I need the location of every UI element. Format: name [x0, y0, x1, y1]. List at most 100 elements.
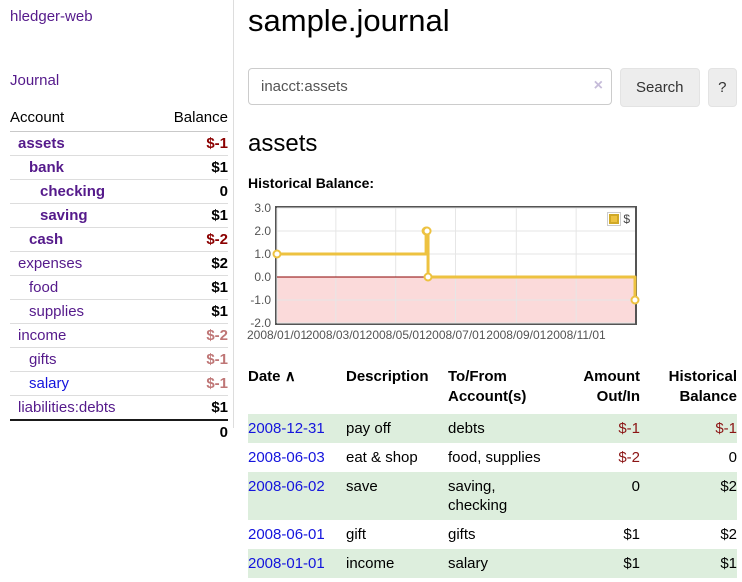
account-balance-cell: 0 — [219, 183, 228, 200]
account-link-assets[interactable]: assets — [18, 135, 65, 152]
amount-cell: $1 — [623, 526, 640, 543]
chart-canvas — [272, 207, 640, 324]
chart-legend: $ — [605, 211, 632, 227]
balance-column-header: Balance — [173, 109, 228, 126]
account-name-cell: bank — [10, 156, 154, 180]
account-balance-cell: $1 — [211, 303, 228, 320]
transaction-date-link[interactable]: 2008-06-03 — [248, 449, 325, 466]
chart-x-tick: 2008/05/01 — [365, 328, 426, 342]
account-name-cell: food — [10, 276, 154, 300]
date-cell: 2008-01-01 — [248, 549, 346, 578]
search-input[interactable] — [248, 68, 612, 105]
account-row: saving $1 — [10, 203, 228, 228]
description-cell: gift — [346, 526, 367, 543]
column-header-amount: Amount Out/In — [583, 368, 640, 405]
transaction-date-link[interactable]: 2008-06-02 — [248, 478, 325, 495]
date-cell: 2008-06-01 — [248, 520, 346, 549]
accounts-total-row: 0 — [10, 420, 228, 444]
register-row: 2008-06-03 eat & shop food, supplies $-2 0 — [248, 443, 737, 472]
account-link-food[interactable]: food — [29, 279, 59, 296]
column-header-date[interactable]: Date ∧ — [248, 367, 346, 414]
account-column-header: Account — [10, 109, 65, 126]
transaction-date-link[interactable]: 2008-01-01 — [248, 555, 325, 572]
account-row: expenses $2 — [10, 251, 228, 276]
main-content: sample.journal × Search ? assets Histori… — [247, 0, 737, 578]
account-balance-cell: $1 — [211, 159, 228, 176]
account-name-cell: liabilities:debts — [10, 396, 154, 421]
account-link-gifts[interactable]: gifts — [29, 351, 57, 368]
account-name-cell: supplies — [10, 300, 154, 324]
register-row: 2008-06-01 gift gifts $1 $2 — [248, 520, 737, 549]
column-header-description: Description — [346, 368, 429, 385]
search-button[interactable]: Search — [620, 68, 700, 107]
sidebar-item-journal[interactable]: Journal — [10, 72, 60, 89]
balance-cell: $2 — [720, 526, 737, 543]
account-link-liabilities-debts[interactable]: liabilities:debts — [18, 399, 116, 416]
balance-cell: $-1 — [715, 420, 737, 437]
account-balance-cell: $-1 — [206, 351, 228, 368]
account-link-income[interactable]: income — [18, 327, 67, 344]
help-button[interactable]: ? — [707, 68, 737, 107]
account-link-supplies[interactable]: supplies — [29, 303, 85, 320]
account-name-cell: saving — [10, 204, 154, 228]
account-row: cash $-2 — [10, 227, 228, 252]
accounts-cell: salary — [448, 555, 489, 572]
account-row: bank $1 — [10, 155, 228, 180]
account-link-saving[interactable]: saving — [40, 207, 88, 224]
account-balance-cell: $-2 — [206, 327, 228, 344]
account-name-cell: gifts — [10, 348, 154, 372]
transaction-date-link[interactable]: 2008-06-01 — [248, 526, 325, 543]
sidebar: hledger-web Journal Account Balance asse… — [0, 0, 242, 444]
amount-cell: 0 — [631, 478, 640, 495]
chart-y-tick: 2.0 — [254, 224, 271, 238]
accounts-table: Account Balance assets $-1 bank $1 checking 0… — [10, 106, 228, 444]
clear-search-icon[interactable]: × — [593, 77, 603, 94]
description-cell: eat & shop — [346, 449, 418, 466]
account-name-cell: expenses — [10, 252, 154, 276]
account-name-cell: assets — [10, 132, 154, 156]
accounts-cell: food, supplies — [448, 449, 541, 466]
brand-link[interactable]: hledger-web — [10, 8, 93, 25]
account-balance-cell: $-1 — [206, 135, 228, 152]
account-name-cell: checking — [10, 180, 154, 204]
account-row: liabilities:debts $1 — [10, 395, 228, 421]
accounts-total-spacer — [10, 420, 154, 444]
chart-y-tick: 3.0 — [254, 201, 271, 215]
account-name-cell: cash — [10, 228, 154, 252]
account-name-cell: income — [10, 324, 154, 348]
historical-balance-chart: $ 3.0 2.0 1.0 0.0 -1.0 -2.0 2008/01/01 2008/03/… — [247, 201, 737, 346]
date-cell: 2008-12-31 — [248, 414, 346, 443]
account-name-cell: salary — [10, 372, 154, 396]
account-row: supplies $1 — [10, 299, 228, 324]
amount-cell: $1 — [623, 555, 640, 572]
balance-cell: $2 — [720, 478, 737, 495]
account-row: income $-2 — [10, 323, 228, 348]
search-box: × — [248, 68, 612, 107]
account-link-cash[interactable]: cash — [29, 231, 64, 248]
account-balance-cell: $2 — [211, 255, 228, 272]
description-cell: pay off — [346, 420, 391, 437]
account-row: gifts $-1 — [10, 347, 228, 372]
chart-x-tick: 2008/07/01 — [425, 328, 486, 342]
account-link-salary[interactable]: salary — [29, 375, 70, 392]
register-row: 2008-01-01 income salary $1 $1 — [248, 549, 737, 578]
legend-label: $ — [623, 212, 630, 226]
account-balance-cell: $1 — [211, 279, 228, 296]
amount-cell: $-1 — [618, 420, 640, 437]
sort-ascending-icon: ∧ — [284, 368, 296, 385]
register-row: 2008-12-31 pay off debts $-1 $-1 — [248, 414, 737, 443]
chart-y-tick: -2.0 — [250, 316, 271, 330]
accounts-total-value: 0 — [219, 424, 228, 441]
account-link-expenses[interactable]: expenses — [18, 255, 83, 272]
column-header-accounts: To/From Account(s) — [448, 368, 527, 405]
account-row: assets $-1 — [10, 131, 228, 156]
account-link-bank[interactable]: bank — [29, 159, 65, 176]
date-cell: 2008-06-03 — [248, 443, 346, 472]
chart-y-tick: -1.0 — [250, 293, 271, 307]
account-balance-cell: $-1 — [206, 375, 228, 392]
transaction-date-link[interactable]: 2008-12-31 — [248, 420, 325, 437]
balance-cell: 0 — [728, 449, 737, 466]
chart-plot-area: $ — [272, 206, 640, 325]
account-link-checking[interactable]: checking — [40, 183, 106, 200]
